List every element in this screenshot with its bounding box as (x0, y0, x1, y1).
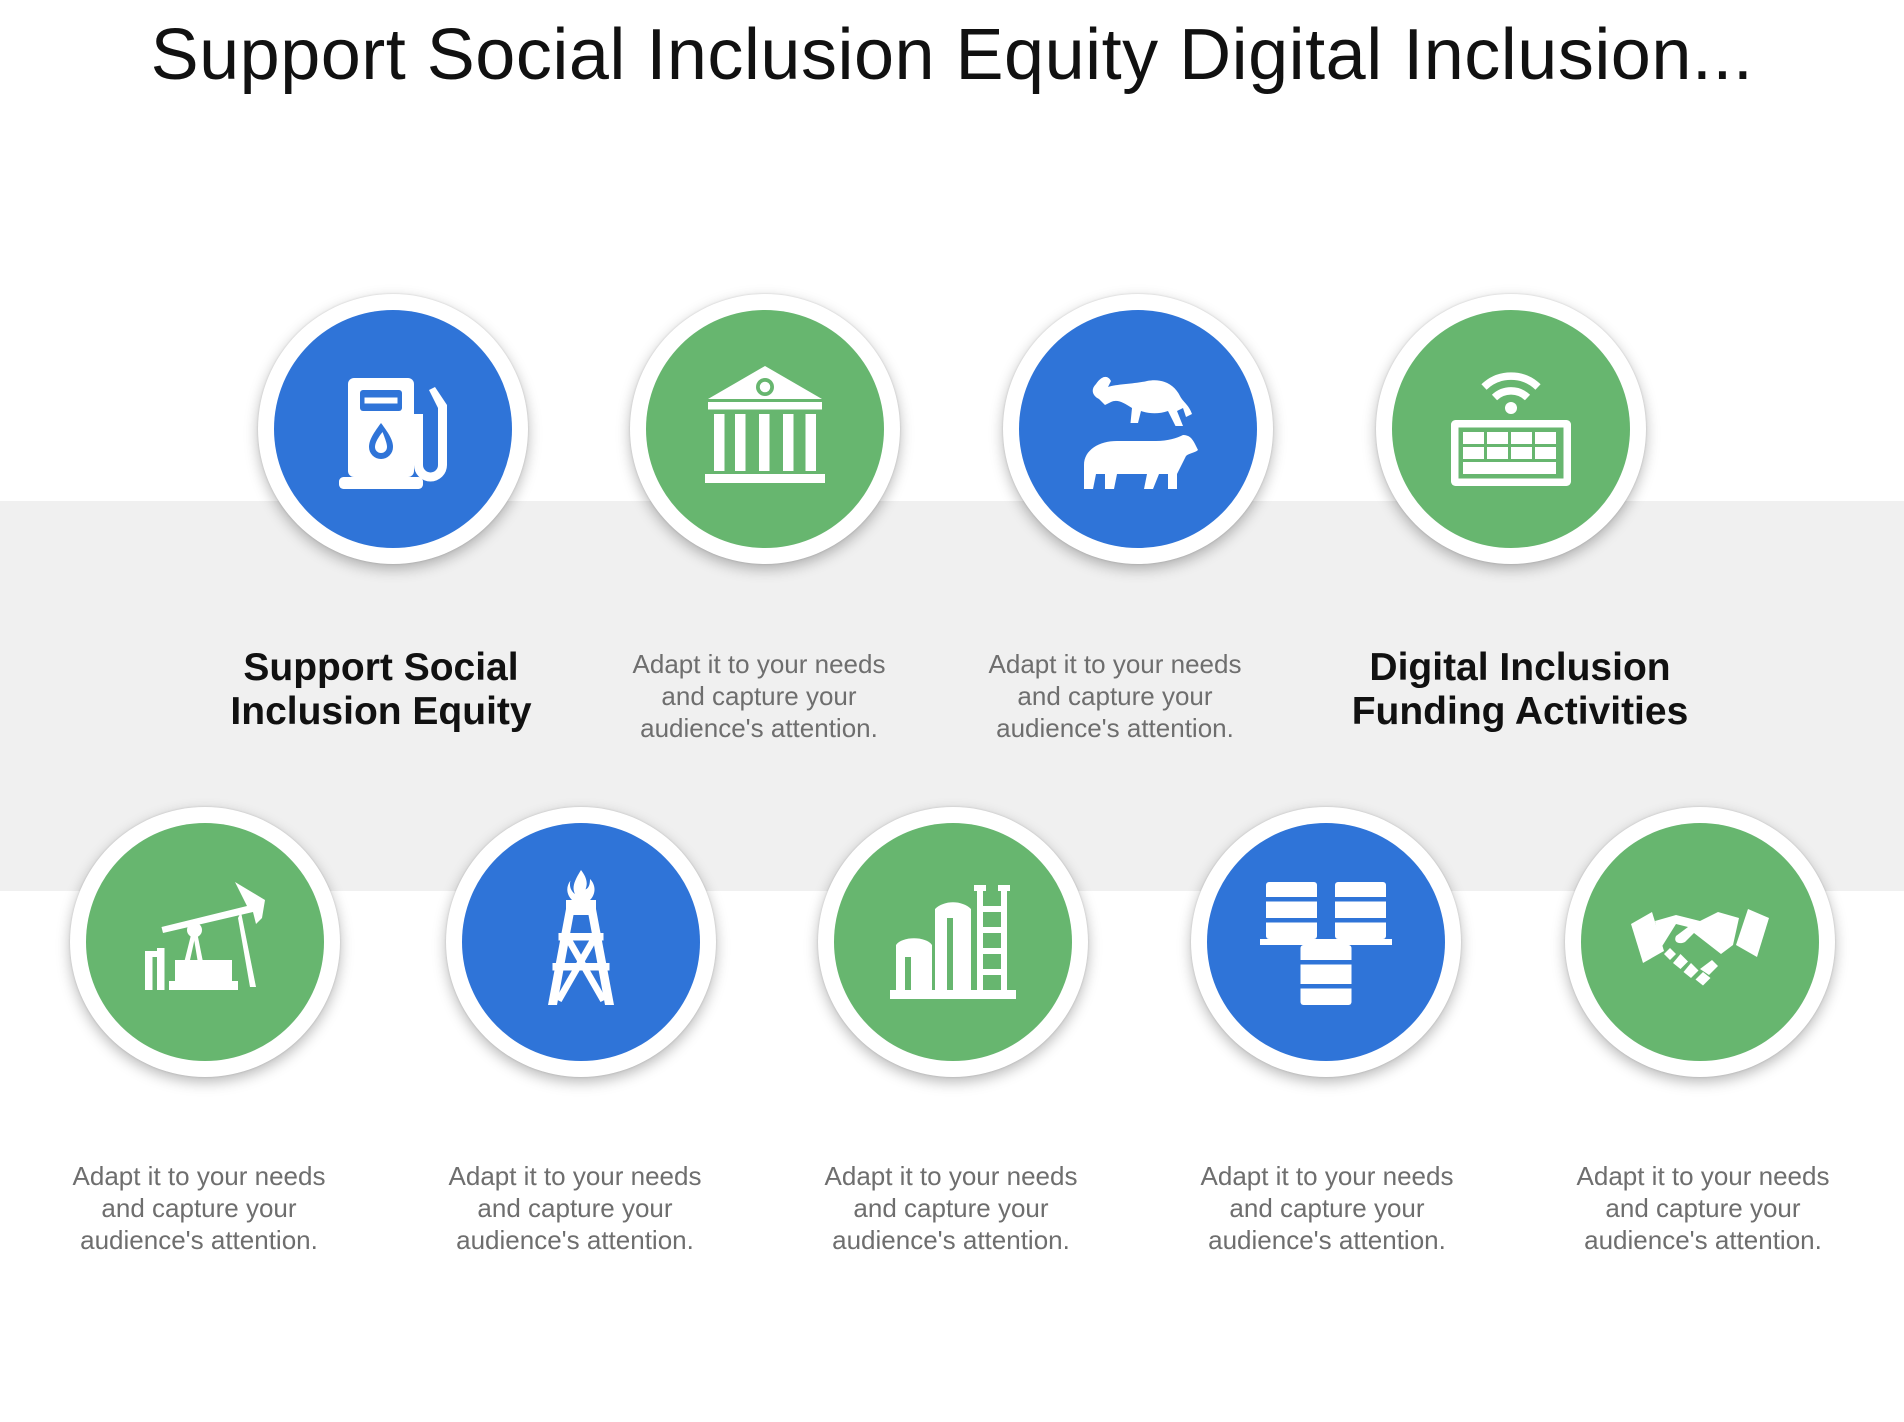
bottom-node-5 (1565, 807, 1835, 1077)
description-line: Adapt it to your needs (824, 1161, 1078, 1191)
description-line: Adapt it to your needs (1576, 1161, 1830, 1191)
top-node-4 (1376, 294, 1646, 564)
bottom-disc-5 (1581, 823, 1819, 1061)
oil-pumpjack-icon (145, 882, 265, 990)
bottom-disc-1 (86, 823, 324, 1061)
top-disc-4 (1392, 310, 1630, 548)
middle-description-3: Adapt it to your needs and capture your … (955, 648, 1275, 744)
heading-line: Funding Activities (1351, 690, 1689, 733)
bottom-description-1: Adapt it to your needs and capture your … (39, 1160, 359, 1256)
description-line: and capture your (477, 1193, 673, 1223)
description-line: and capture your (853, 1193, 1049, 1223)
heading-line: Inclusion Equity (230, 690, 532, 733)
heading-line: Support Social (243, 646, 519, 689)
bottom-description-5: Adapt it to your needs and capture your … (1543, 1160, 1863, 1256)
description-line: Adapt it to your needs (72, 1161, 326, 1191)
description-line: and capture your (101, 1193, 297, 1223)
description-line: and capture your (1229, 1193, 1425, 1223)
middle-description-2: Adapt it to your needs and capture your … (599, 648, 919, 744)
fuel-pump-icon (339, 378, 447, 489)
description-line: audience's attention. (996, 713, 1234, 743)
description-line: audience's attention. (1208, 1225, 1446, 1255)
bottom-node-3 (818, 807, 1088, 1077)
bottom-disc-4 (1207, 823, 1445, 1061)
top-node-2 (630, 294, 900, 564)
oil-derrick-icon (548, 870, 614, 1005)
description-line: audience's attention. (456, 1225, 694, 1255)
bottom-node-2 (446, 807, 716, 1077)
oil-barrels-icon (1260, 882, 1392, 1005)
bank-building-icon (705, 366, 825, 483)
description-line: Adapt it to your needs (988, 649, 1242, 679)
bottom-node-1 (70, 807, 340, 1077)
heading-line: Digital Inclusion (1369, 646, 1671, 689)
slide-title: Support Social Inclusion Equity Digital … (150, 15, 1754, 95)
refinery-tanks-icon (890, 885, 1016, 999)
top-node-1 (258, 294, 528, 564)
bull-and-bear-icon (1084, 376, 1198, 489)
top-disc-2 (646, 310, 884, 548)
top-disc-3 (1019, 310, 1257, 548)
description-line: and capture your (1017, 681, 1213, 711)
bottom-disc-3 (834, 823, 1072, 1061)
bottom-node-4 (1191, 807, 1461, 1077)
top-node-3 (1003, 294, 1273, 564)
description-line: Adapt it to your needs (1200, 1161, 1454, 1191)
wifi-keyboard-icon (1451, 372, 1571, 486)
description-line: and capture your (1605, 1193, 1801, 1223)
description-line: Adapt it to your needs (448, 1161, 702, 1191)
bottom-description-3: Adapt it to your needs and capture your … (791, 1160, 1111, 1256)
description-line: audience's attention. (80, 1225, 318, 1255)
heading-support-social-inclusion-equity: Support Social Inclusion Equity (181, 646, 581, 734)
description-line: audience's attention. (640, 713, 878, 743)
description-line: and capture your (661, 681, 857, 711)
handshake-icon (1631, 909, 1769, 986)
bottom-disc-2 (462, 823, 700, 1061)
description-line: Adapt it to your needs (632, 649, 886, 679)
bottom-description-2: Adapt it to your needs and capture your … (415, 1160, 735, 1256)
heading-digital-inclusion-funding-activities: Digital Inclusion Funding Activities (1320, 646, 1720, 734)
description-line: audience's attention. (832, 1225, 1070, 1255)
bottom-description-4: Adapt it to your needs and capture your … (1167, 1160, 1487, 1256)
description-line: audience's attention. (1584, 1225, 1822, 1255)
top-disc-1 (274, 310, 512, 548)
